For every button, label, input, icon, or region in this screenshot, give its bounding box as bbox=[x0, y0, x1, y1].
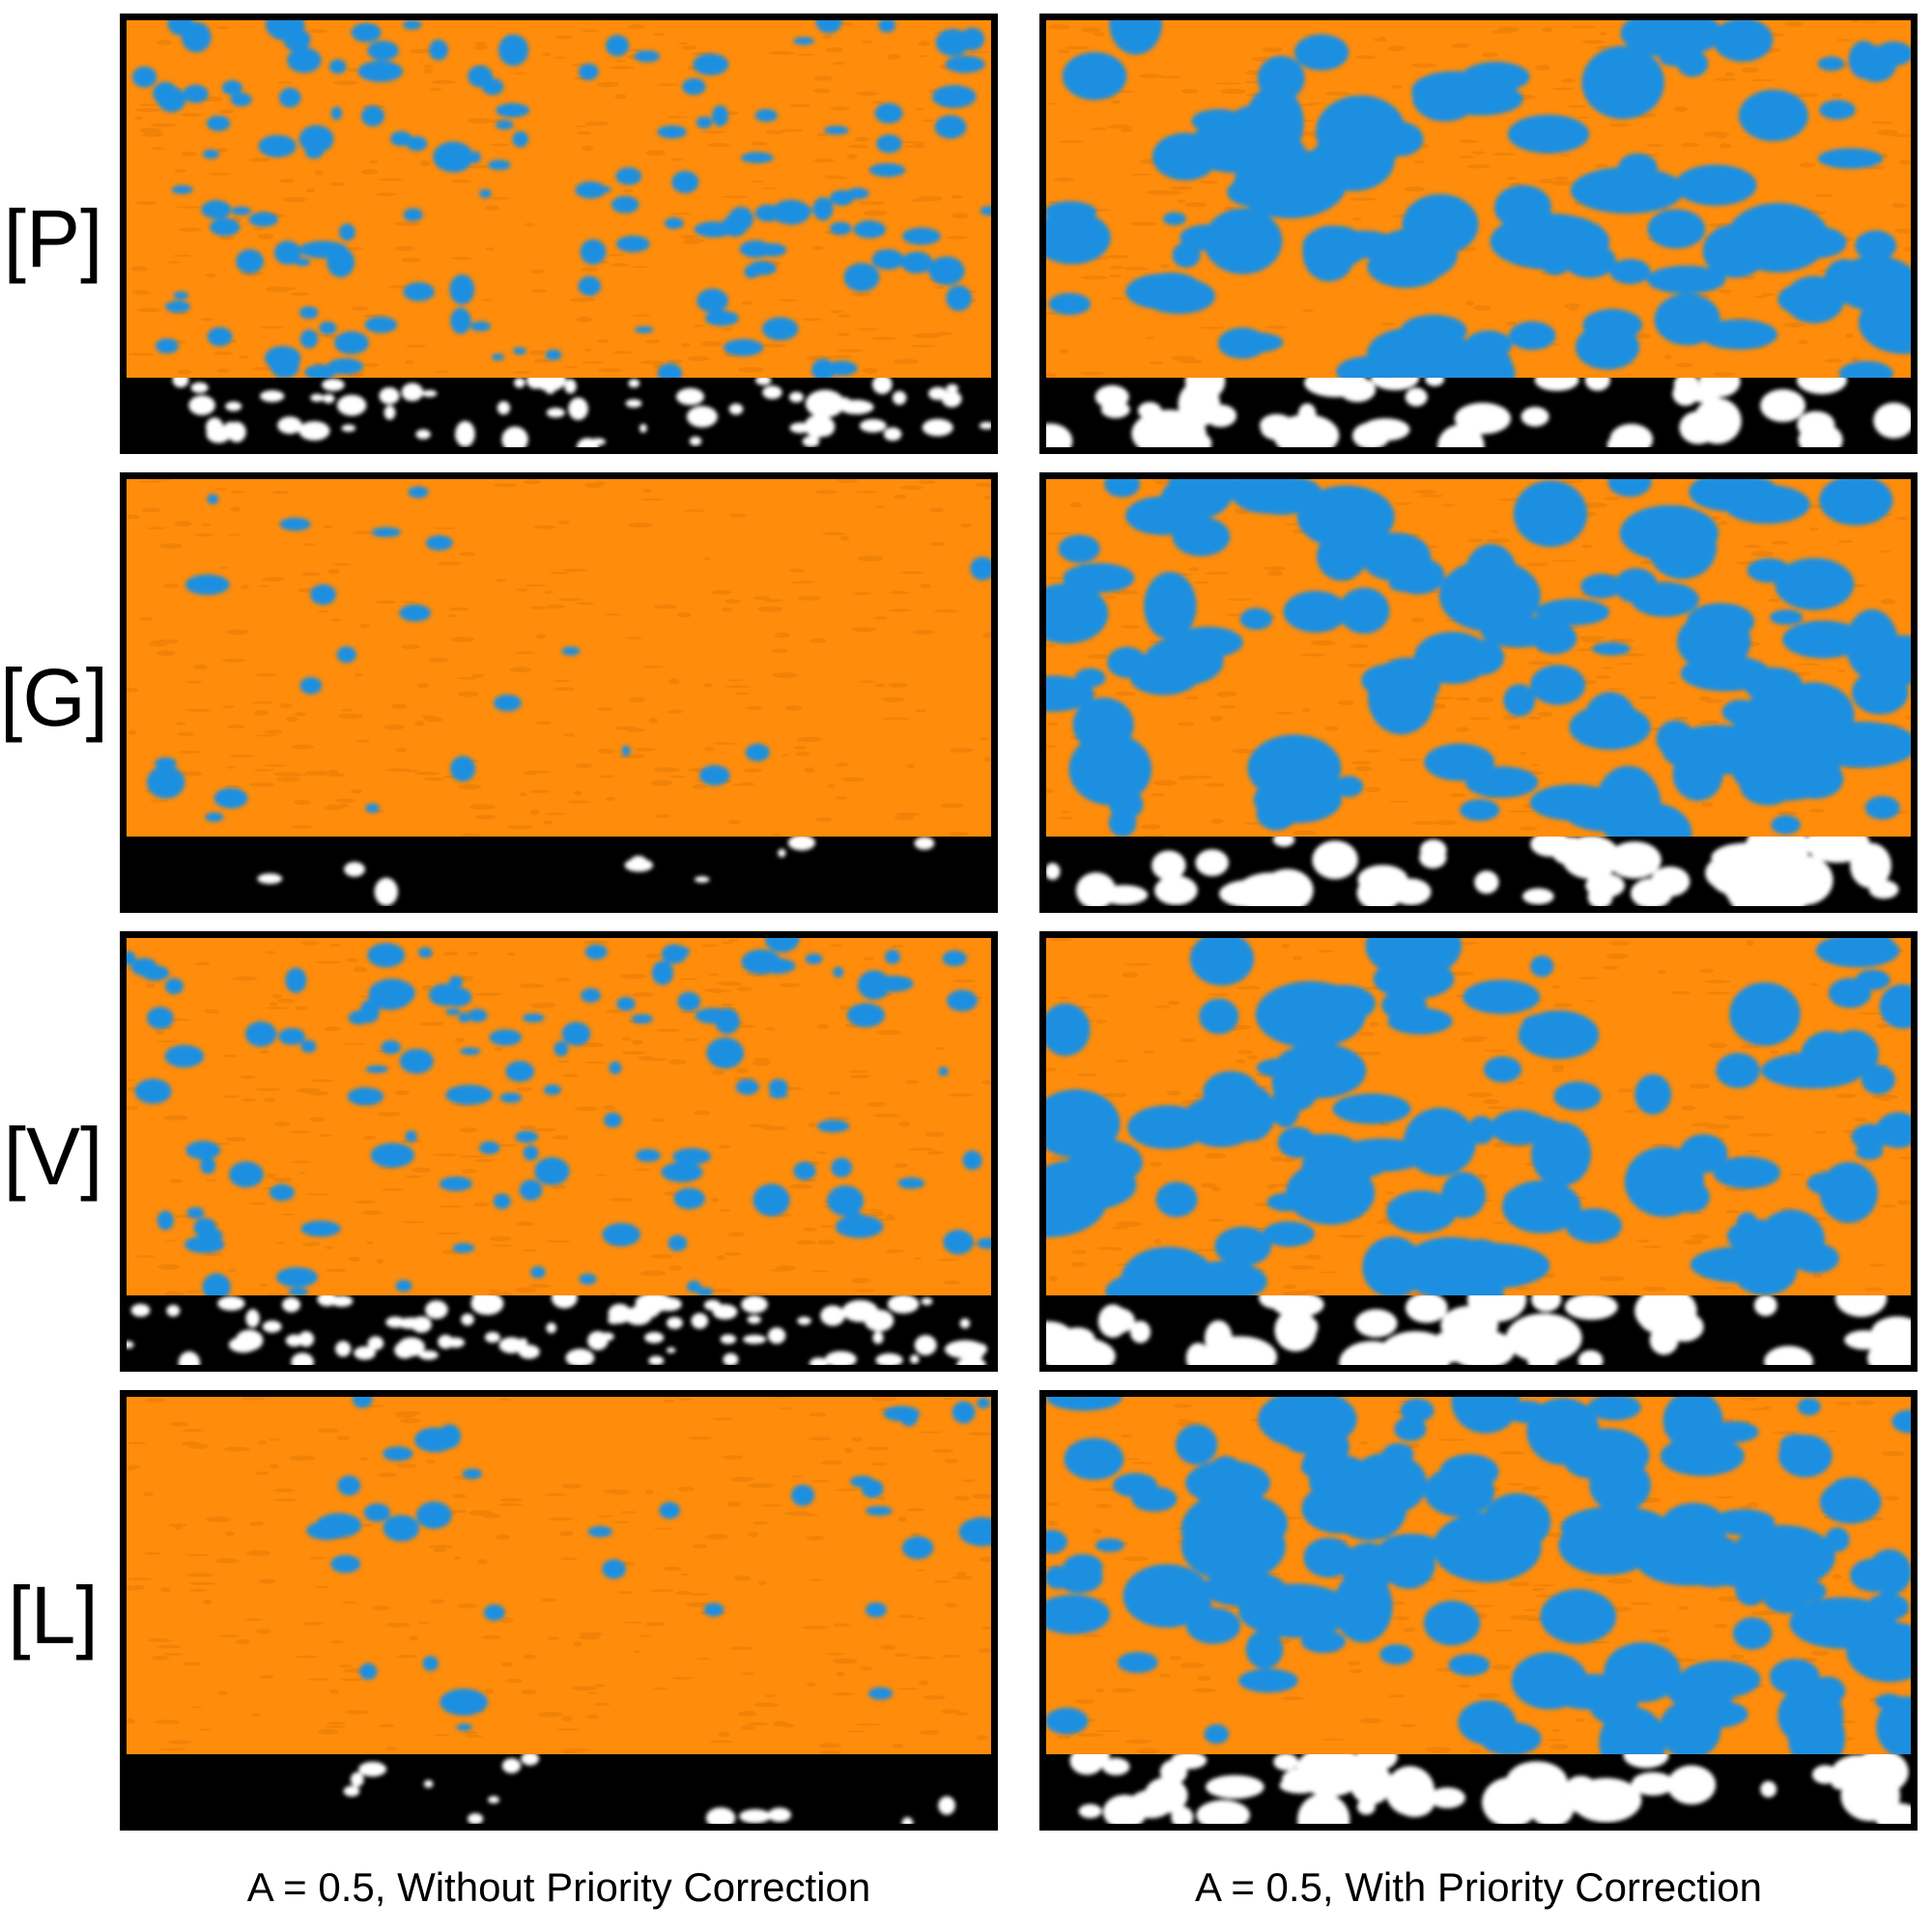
caption-without-priority-correction: A = 0.5, Without Priority Correction bbox=[246, 1864, 871, 1910]
texture-image bbox=[127, 479, 991, 906]
row-label-g: [G] bbox=[0, 652, 109, 743]
panel-l-with-correction bbox=[1039, 1390, 1918, 1831]
texture-image bbox=[127, 938, 991, 1365]
texture-image bbox=[127, 20, 991, 447]
texture-image bbox=[1046, 20, 1911, 447]
texture-image bbox=[1046, 479, 1911, 906]
panel-v-without-correction bbox=[120, 931, 998, 1372]
row-label-v: [V] bbox=[3, 1111, 103, 1202]
row-label-l: [L] bbox=[8, 1570, 99, 1661]
texture-image bbox=[1046, 938, 1911, 1365]
panel-g-without-correction bbox=[120, 472, 998, 913]
row-label-p: [P] bbox=[3, 193, 103, 284]
panel-p-with-correction bbox=[1039, 14, 1918, 454]
caption-with-priority-correction: A = 0.5, With Priority Correction bbox=[1194, 1864, 1763, 1910]
texture-image bbox=[127, 1397, 991, 1824]
panel-l-without-correction bbox=[120, 1390, 998, 1831]
panel-v-with-correction bbox=[1039, 931, 1918, 1372]
texture-image bbox=[1046, 1397, 1911, 1824]
panel-p-without-correction bbox=[120, 14, 998, 454]
panel-g-with-correction bbox=[1039, 472, 1918, 913]
